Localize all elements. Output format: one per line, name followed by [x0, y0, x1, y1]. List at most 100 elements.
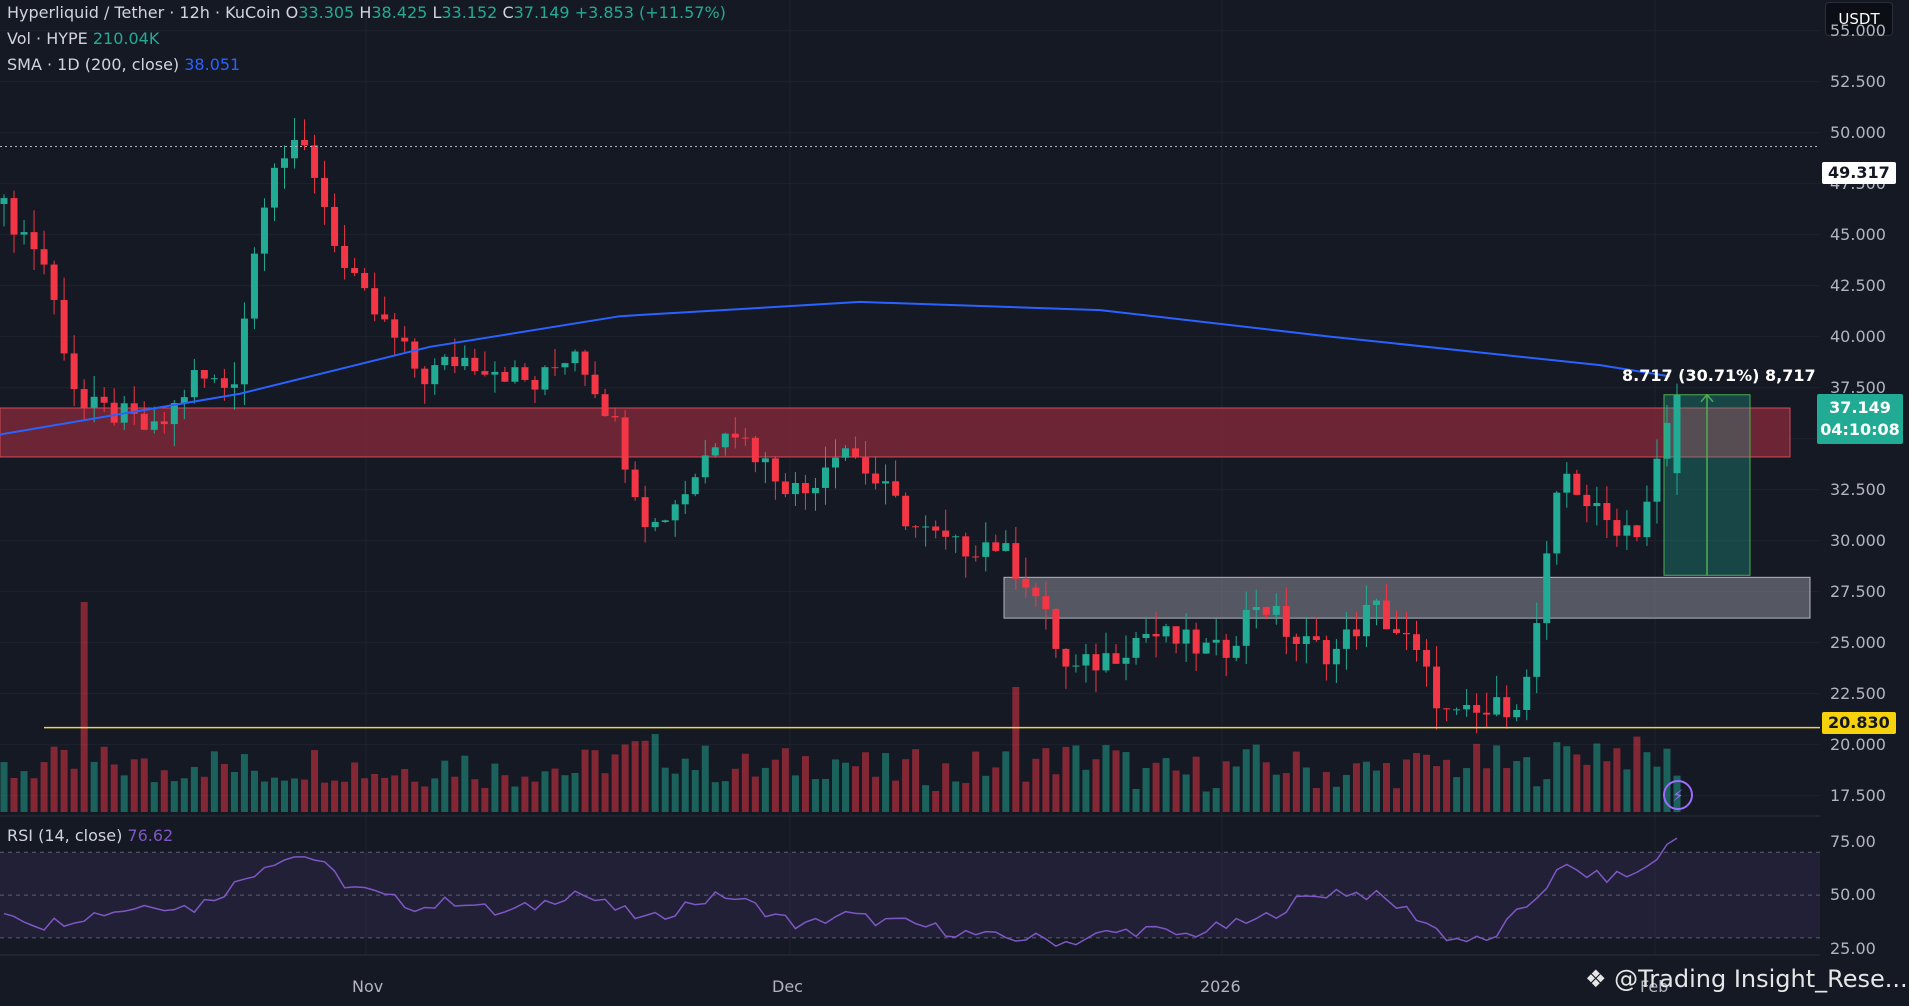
candle [50, 264, 58, 300]
volume-bar [801, 756, 809, 812]
candle [1182, 629, 1190, 644]
volume-bar [230, 771, 238, 812]
candle [1553, 492, 1561, 554]
volume-bar [811, 779, 819, 812]
candle [401, 337, 409, 342]
time-tick: Nov [352, 977, 384, 996]
symbol-title[interactable]: Hyperliquid / Tether · 12h · KuCoin [7, 3, 281, 22]
candle [1413, 634, 1421, 650]
candle [952, 536, 960, 538]
volume-bar [260, 781, 268, 812]
volume-bar [912, 749, 920, 812]
volume-bar [130, 759, 138, 812]
candle [331, 206, 339, 246]
currency-badge[interactable]: USDT [1825, 2, 1893, 36]
rsi-line [3, 837, 1678, 948]
candle [922, 526, 930, 528]
candle [1392, 629, 1400, 633]
candle [651, 521, 659, 528]
candle [1112, 653, 1120, 664]
candle [281, 158, 289, 168]
volume-bar [892, 780, 900, 812]
volume-bar [671, 773, 679, 812]
volume-bar [341, 781, 349, 812]
volume-bar [90, 761, 98, 812]
volume-bar [50, 746, 58, 812]
volume-bar [1533, 786, 1541, 812]
volume-bar [20, 771, 28, 812]
resistance-zone [0, 407, 1791, 458]
candle [1152, 634, 1160, 637]
measure-tool[interactable] [1663, 393, 1751, 576]
candle [1453, 709, 1461, 711]
volume-bar [531, 781, 539, 812]
candle [611, 416, 619, 418]
volume-bar [110, 764, 118, 812]
candle [1062, 648, 1070, 667]
candle [381, 314, 389, 320]
volume-bar [160, 770, 168, 812]
volume-bar [731, 768, 739, 812]
volume-bar [210, 751, 218, 812]
volume-bar [1132, 788, 1140, 812]
sma-legend[interactable]: SMA · 1D (200, close) 38.051 [7, 55, 240, 75]
volume-bar [70, 768, 78, 812]
volume-bar [791, 775, 799, 812]
horizontal-levels[interactable] [0, 146, 1820, 729]
time-tick: Feb [1640, 977, 1669, 996]
candle [751, 437, 759, 463]
volume-bar [10, 777, 18, 812]
candle [1633, 525, 1641, 538]
support-zone [1003, 576, 1811, 619]
volume-bar [1372, 770, 1380, 812]
volume-bar [661, 767, 669, 812]
candle [681, 494, 689, 505]
price-tick: 27.500 [1830, 581, 1886, 601]
candle [1573, 473, 1581, 495]
volume-bar [281, 780, 289, 812]
price-tick: 20.000 [1830, 734, 1886, 754]
price-tick: 17.500 [1830, 785, 1886, 805]
candle [541, 367, 549, 390]
volume-bar [30, 778, 38, 812]
candle [972, 556, 980, 558]
last-price-tag: 37.149 04:10:08 [1817, 394, 1903, 444]
candle [1463, 704, 1471, 710]
candles[interactable] [0, 118, 1681, 734]
volume-value: 210.04K [92, 29, 160, 48]
volume-bar [1182, 774, 1190, 812]
candle [1072, 665, 1080, 667]
rsi-tick: 25.00 [1830, 938, 1876, 958]
volume-bar [681, 758, 689, 812]
volume-bar [1643, 752, 1651, 812]
price-tick: 52.500 [1830, 71, 1886, 91]
rsi-legend[interactable]: RSI (14, close) 76.62 [7, 826, 173, 846]
volume-bar [220, 764, 228, 812]
candle [1503, 697, 1511, 718]
volume-bar [100, 746, 108, 812]
volume-bar [1463, 768, 1471, 812]
volume-bar [1352, 763, 1360, 812]
price-tick: 22.500 [1830, 683, 1886, 703]
candle [461, 357, 469, 367]
alert-bolt-button[interactable]: ⚡ [1663, 780, 1693, 810]
symbol-legend[interactable]: Hyperliquid / Tether · 12h · KuCoin O33.… [7, 3, 726, 23]
volume-bar [1663, 748, 1671, 812]
candle [80, 389, 88, 408]
volume-bar [371, 773, 379, 812]
volume-bar [1092, 759, 1100, 812]
candle [721, 433, 729, 448]
volume-bar [1072, 745, 1080, 812]
candle [992, 542, 1000, 551]
candle [1022, 578, 1030, 588]
candle [441, 356, 449, 366]
candle [150, 421, 158, 430]
low-value: 33.152 [441, 3, 498, 22]
candle [1493, 697, 1501, 715]
volume-bar [882, 753, 890, 812]
volume-legend[interactable]: Vol · HYPE 210.04K [7, 29, 159, 49]
candle [351, 268, 359, 273]
candle [1372, 600, 1380, 605]
